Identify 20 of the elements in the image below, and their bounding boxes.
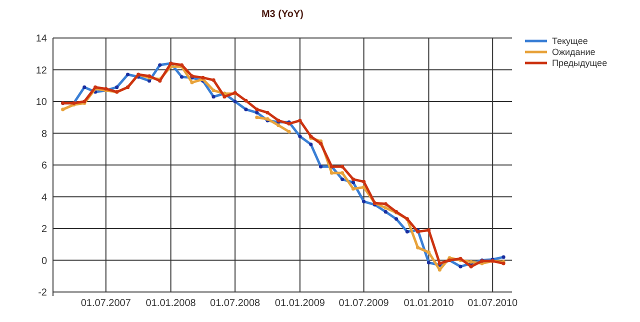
chart-title: M3 (YoY) (261, 9, 304, 20)
y-tick-label: 4 (41, 192, 48, 204)
y-tick-label: -2 (38, 288, 48, 298)
y-tick-label: 12 (36, 65, 48, 76)
x-tick-label: 01.07.2008 (210, 298, 261, 309)
legend-label: Предыдущее (552, 58, 608, 68)
x-tick-label: 01.07.2007 (80, 298, 132, 309)
x-tick-label: 01.07.2010 (468, 298, 518, 309)
y-tick-label: 6 (41, 160, 48, 172)
x-tick-label: 01.01.2008 (146, 298, 196, 309)
y-tick-label: 10 (36, 97, 48, 108)
x-tick-label: 01.01.2009 (274, 298, 326, 309)
y-tick-label: 2 (41, 224, 48, 235)
x-tick-label: 01.07.2009 (338, 298, 390, 309)
y-tick-label: 14 (36, 34, 48, 44)
y-tick-label: 8 (41, 128, 48, 140)
legend-label: Ожидание (552, 47, 596, 58)
legend-label: Текущее (552, 36, 588, 46)
y-tick-label: 0 (41, 256, 48, 267)
x-tick-label: 01.01.2010 (404, 298, 454, 309)
